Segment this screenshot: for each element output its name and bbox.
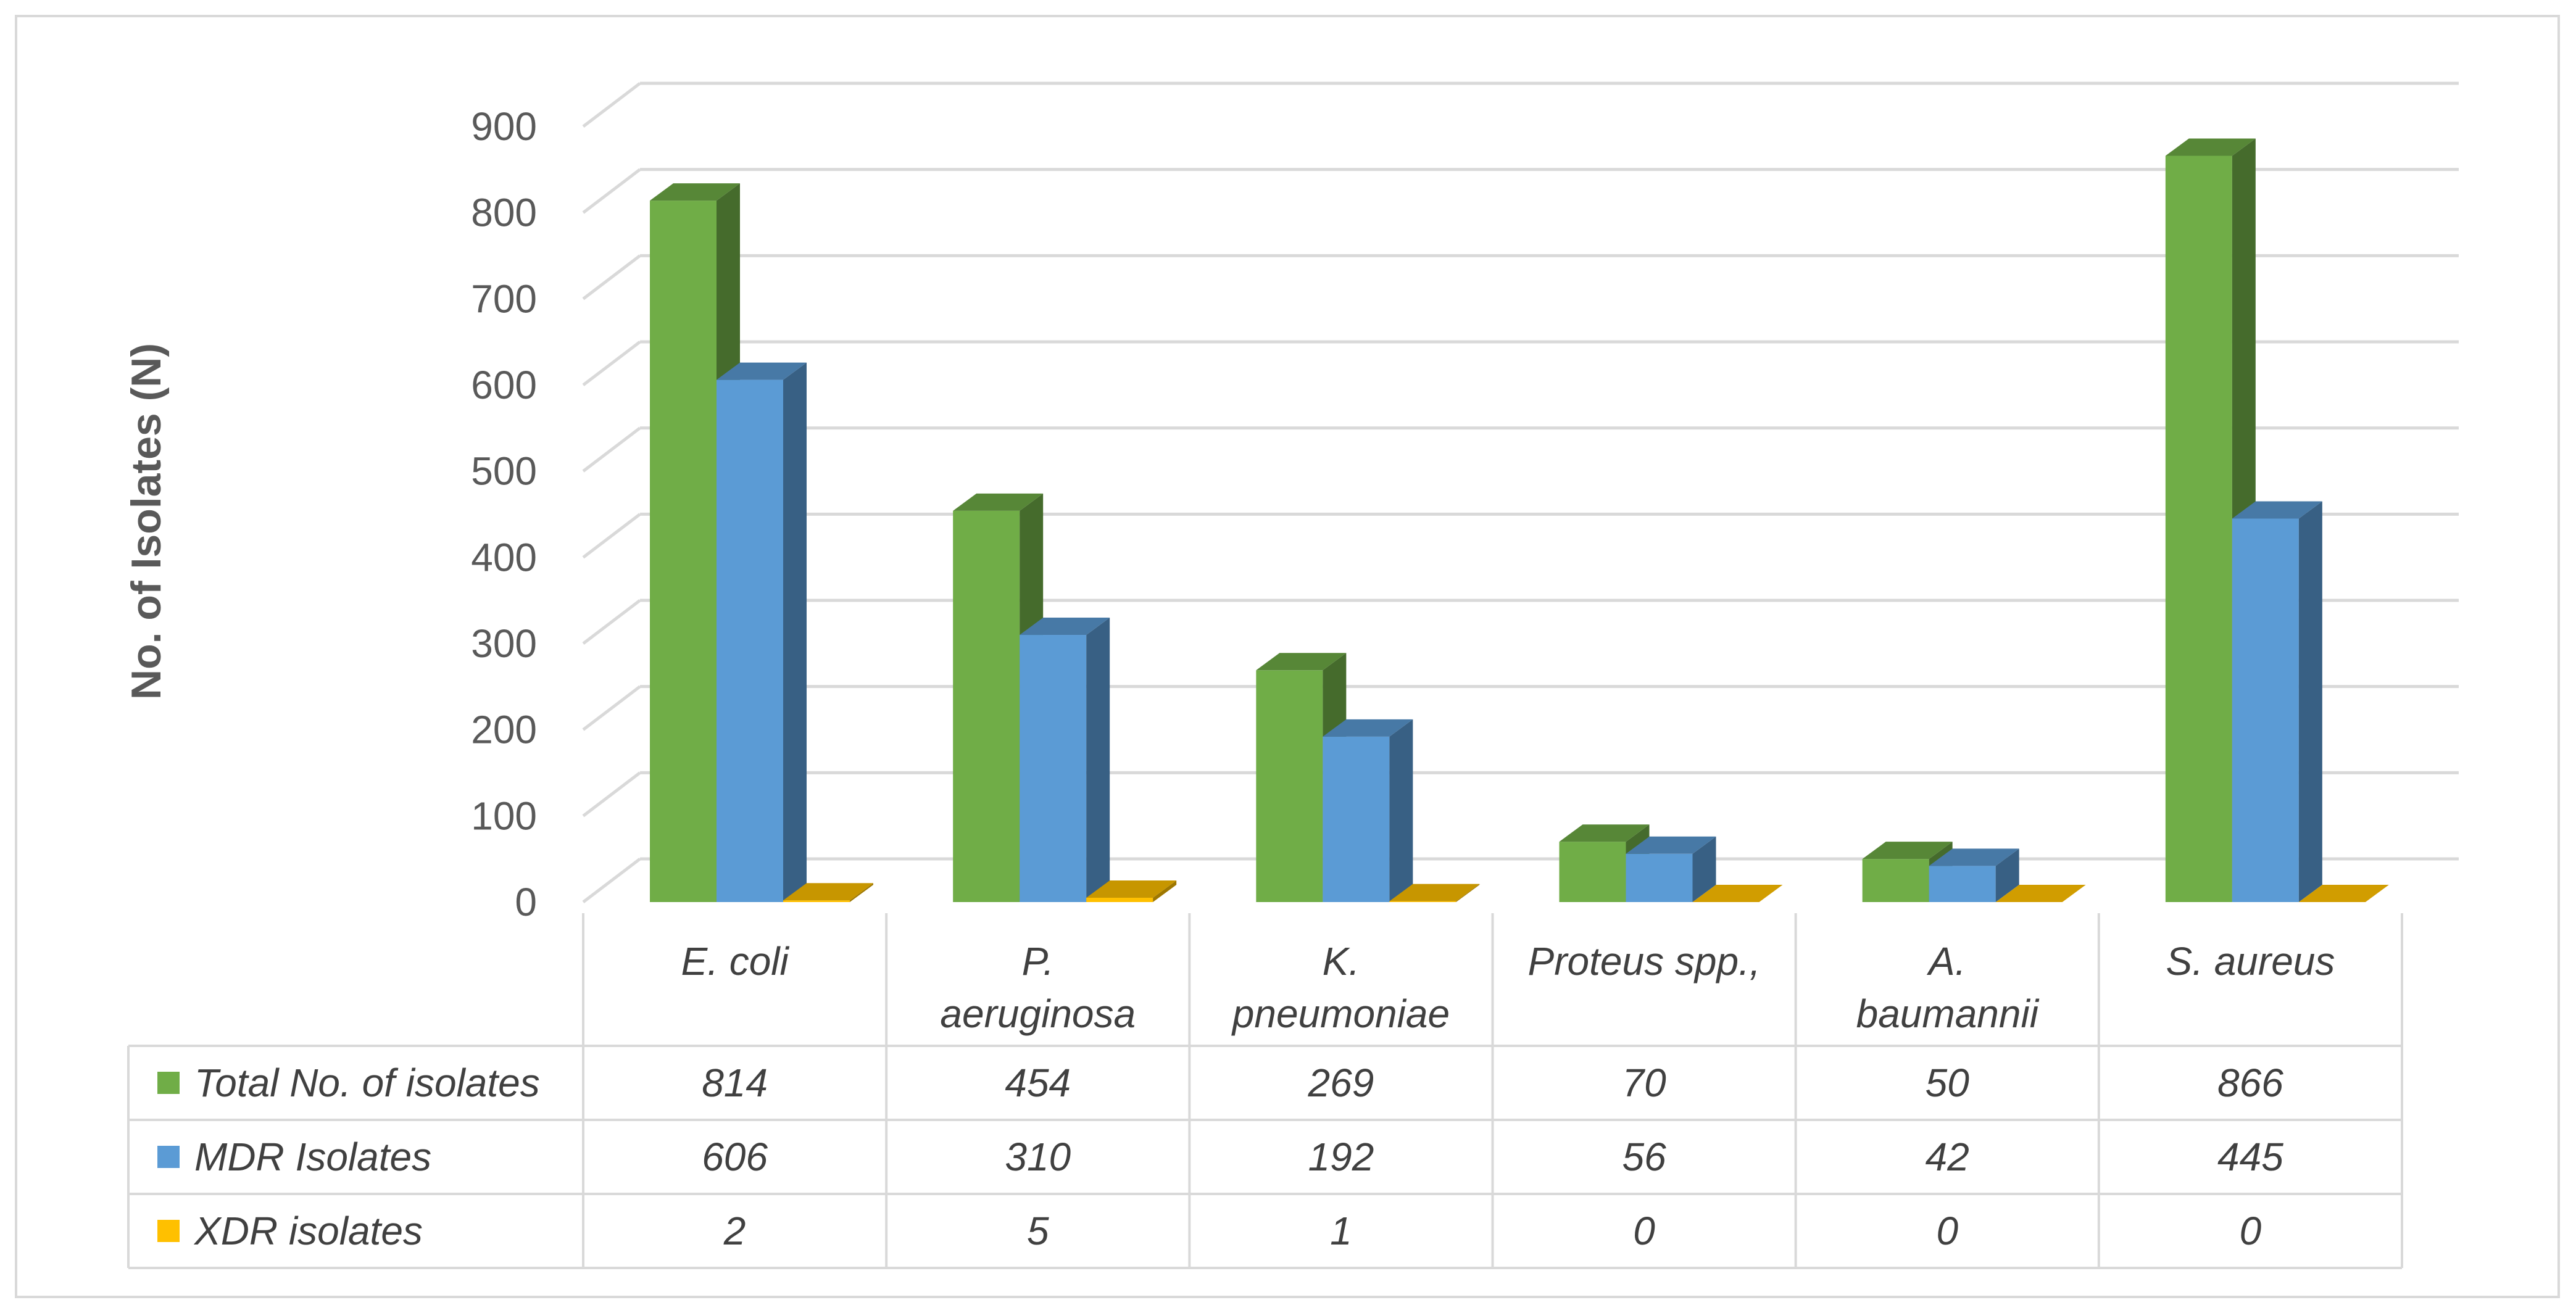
table-value: 445 bbox=[2217, 1135, 2283, 1179]
bar-top bbox=[953, 493, 1044, 511]
bar-top bbox=[1256, 653, 1347, 671]
bar-top bbox=[1626, 836, 1716, 854]
bar-top bbox=[2232, 501, 2322, 519]
table-value: 5 bbox=[1027, 1209, 1049, 1253]
category-label: Proteus spp., bbox=[1528, 939, 1761, 984]
bar-top bbox=[1929, 848, 2019, 866]
gridline-side bbox=[582, 341, 641, 386]
gridline-side bbox=[582, 168, 641, 214]
table-value: 454 bbox=[1005, 1061, 1071, 1105]
gridline-side bbox=[582, 599, 641, 645]
bar-front bbox=[1862, 859, 1929, 902]
table-value: 0 bbox=[1936, 1209, 1958, 1253]
category-label: E. coli bbox=[681, 939, 789, 984]
table-value: 50 bbox=[1926, 1061, 1970, 1105]
gridline-side bbox=[582, 426, 641, 473]
gridline-side bbox=[582, 254, 641, 300]
category-label: P. bbox=[1022, 939, 1054, 984]
series-name: Total No. of isolates bbox=[194, 1061, 540, 1105]
gridline-side bbox=[582, 771, 641, 818]
chart-frame bbox=[15, 15, 2560, 1298]
y-tick-label: 900 bbox=[471, 104, 537, 149]
series-name: MDR Isolates bbox=[194, 1135, 431, 1179]
bar-front bbox=[1020, 635, 1087, 902]
gridline-side bbox=[582, 685, 641, 731]
gridline-side bbox=[582, 858, 641, 903]
bar-side bbox=[1389, 719, 1413, 902]
bar-side bbox=[1153, 880, 1177, 902]
table-value: 0 bbox=[2240, 1209, 2262, 1253]
table-value: 1 bbox=[1330, 1209, 1352, 1253]
bar-top bbox=[2298, 885, 2389, 902]
table-value: 2 bbox=[723, 1209, 746, 1253]
y-tick-label: 700 bbox=[471, 276, 537, 321]
gridline-side bbox=[582, 82, 641, 128]
bar-front bbox=[953, 510, 1020, 902]
table-value: 192 bbox=[1308, 1135, 1374, 1179]
table-value: 269 bbox=[1308, 1061, 1374, 1105]
table-value: 814 bbox=[702, 1061, 768, 1105]
table-value: 310 bbox=[1005, 1135, 1071, 1179]
bar-front bbox=[1626, 853, 1693, 902]
y-tick-label: 600 bbox=[471, 363, 537, 407]
bar-front bbox=[783, 900, 850, 902]
bar-top bbox=[1862, 842, 1953, 859]
table-value: 42 bbox=[1926, 1135, 1969, 1179]
bar-front bbox=[1389, 901, 1456, 902]
table-value: 56 bbox=[1622, 1135, 1666, 1179]
y-tick-label: 800 bbox=[471, 191, 537, 235]
bar-front bbox=[717, 379, 783, 902]
bar-top bbox=[650, 183, 740, 201]
bar-top bbox=[1020, 618, 1110, 636]
y-tick-label: 0 bbox=[515, 880, 537, 924]
legend-key bbox=[157, 1220, 180, 1242]
table-value: 606 bbox=[702, 1135, 768, 1179]
legend-key bbox=[157, 1146, 180, 1168]
bar-front bbox=[1086, 898, 1153, 902]
bar-side bbox=[1995, 848, 2019, 902]
category-label: pneumoniae bbox=[1231, 992, 1450, 1036]
category-label: K. bbox=[1323, 939, 1360, 984]
bar-top bbox=[717, 362, 807, 380]
bar-side bbox=[850, 883, 873, 902]
legend-key bbox=[157, 1072, 180, 1094]
gridline-side bbox=[582, 513, 641, 559]
y-tick-label: 300 bbox=[471, 621, 537, 666]
bar-front bbox=[2165, 155, 2232, 902]
bar-front bbox=[2232, 518, 2299, 902]
bar-front bbox=[1256, 670, 1323, 902]
bar-top bbox=[1559, 824, 1650, 842]
bar-front bbox=[650, 201, 717, 903]
category-label: aeruginosa bbox=[940, 992, 1136, 1036]
bar-front bbox=[1559, 842, 1626, 902]
y-axis-label: No. of Isolates (N) bbox=[123, 343, 170, 700]
series-name: XDR isolates bbox=[193, 1209, 423, 1253]
table-value: 0 bbox=[1633, 1209, 1655, 1253]
bar-front bbox=[1929, 866, 1996, 902]
bar-top bbox=[1389, 884, 1480, 901]
bar-top bbox=[1323, 719, 1413, 737]
category-label: A. bbox=[1926, 939, 1966, 984]
bar-side bbox=[1692, 836, 1716, 902]
bar-top bbox=[1086, 880, 1177, 898]
category-label: S. aureus bbox=[2166, 939, 2335, 984]
y-tick-label: 200 bbox=[471, 708, 537, 752]
table-value: 866 bbox=[2217, 1061, 2283, 1105]
bar-side bbox=[1086, 618, 1110, 902]
bar-side bbox=[2298, 501, 2322, 902]
bar-top bbox=[1995, 885, 2086, 902]
y-tick-label: 500 bbox=[471, 449, 537, 494]
table-value: 70 bbox=[1622, 1061, 1666, 1105]
y-tick-label: 100 bbox=[471, 793, 537, 838]
category-label: baumannii bbox=[1856, 992, 2040, 1036]
bar-top bbox=[2165, 138, 2256, 156]
bar-top bbox=[1692, 885, 1783, 902]
y-tick-label: 400 bbox=[471, 535, 537, 579]
bar-front bbox=[1323, 736, 1390, 902]
bar-top bbox=[783, 883, 873, 901]
bar-side bbox=[783, 362, 807, 902]
bar-side bbox=[1456, 884, 1480, 902]
